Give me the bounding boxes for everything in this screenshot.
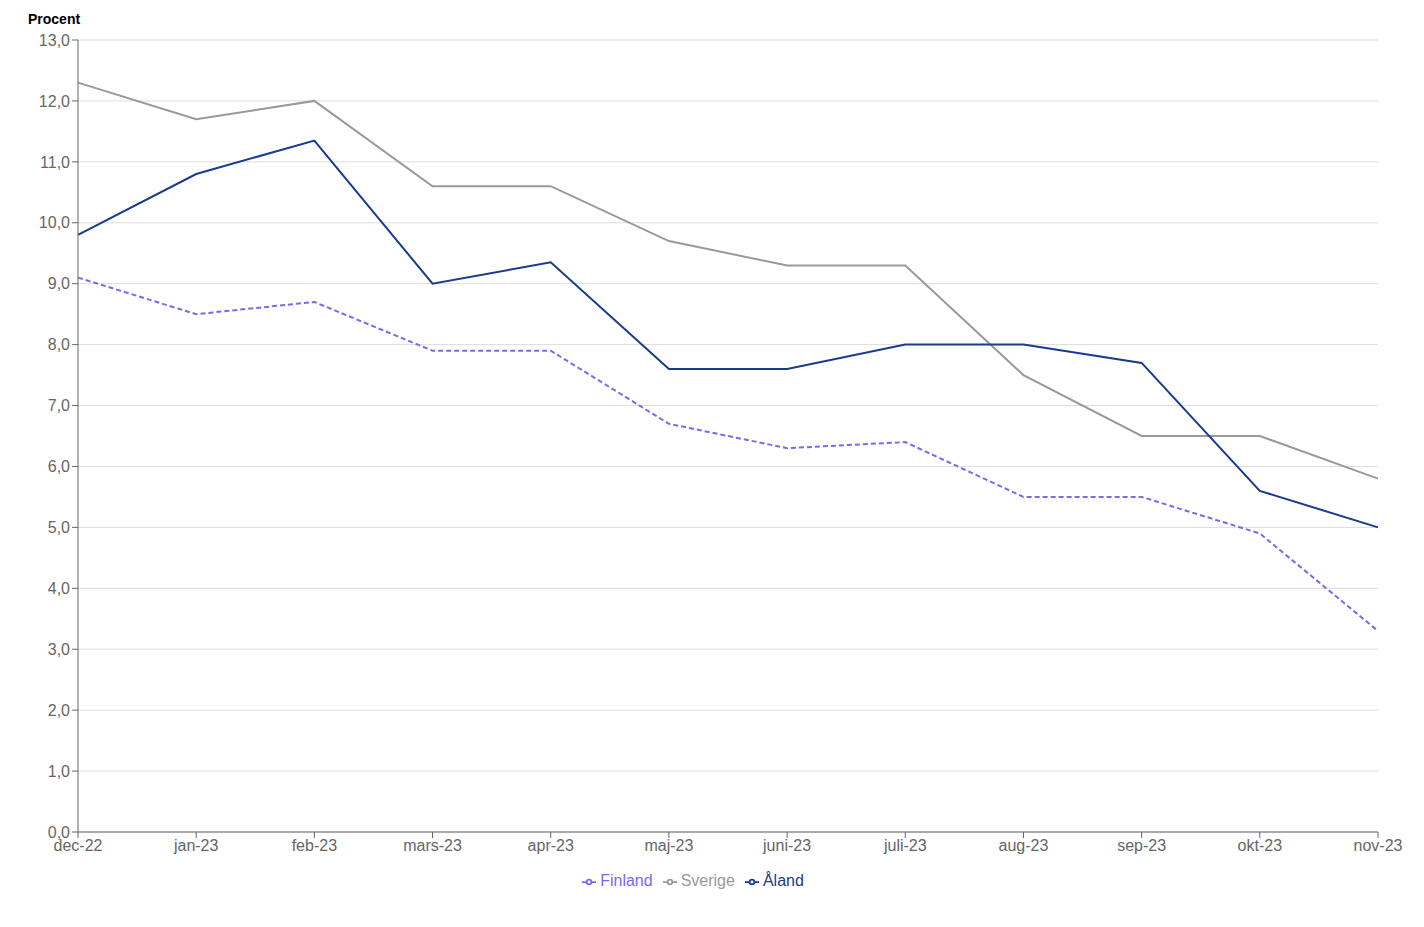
svg-text:okt-23: okt-23 xyxy=(1238,837,1283,854)
svg-text:aug-23: aug-23 xyxy=(999,837,1049,854)
svg-text:5,0: 5,0 xyxy=(48,519,70,536)
svg-text:8,0: 8,0 xyxy=(48,336,70,353)
svg-text:10,0: 10,0 xyxy=(39,214,70,231)
html-text:Åland: Åland xyxy=(762,872,804,889)
svg-text:mars-23: mars-23 xyxy=(403,837,462,854)
svg-text:11,0: 11,0 xyxy=(40,154,70,171)
html-text:Sverige: Sverige xyxy=(680,872,735,889)
svg-text:3,0: 3,0 xyxy=(48,641,70,658)
svg-text:feb-23: feb-23 xyxy=(292,837,337,854)
svg-text:7,0: 7,0 xyxy=(48,397,70,414)
svg-text:12,0: 12,0 xyxy=(39,93,70,110)
svg-text:4,0: 4,0 xyxy=(48,580,70,597)
html-text:Finland: Finland xyxy=(600,872,653,889)
svg-text:sep-23: sep-23 xyxy=(1117,837,1166,854)
svg-text:juni-23: juni-23 xyxy=(762,837,811,854)
svg-text:jan-23: jan-23 xyxy=(173,837,219,854)
svg-text:2,0: 2,0 xyxy=(48,702,70,719)
svg-text:9,0: 9,0 xyxy=(48,275,70,292)
svg-text:maj-23: maj-23 xyxy=(644,837,693,854)
svg-text:0,0: 0,0 xyxy=(48,824,70,841)
svg-text:13,0: 13,0 xyxy=(39,32,70,49)
svg-text:dec-22: dec-22 xyxy=(53,837,103,855)
svg-text:apr-23: apr-23 xyxy=(528,837,574,854)
svg-text:juli-23: juli-23 xyxy=(883,837,927,854)
html-text:Procent: Procent xyxy=(28,11,81,27)
svg-text:6,0: 6,0 xyxy=(48,458,70,475)
svg-text:nov-23: nov-23 xyxy=(1354,837,1403,854)
svg-text:1,0: 1,0 xyxy=(48,763,70,780)
